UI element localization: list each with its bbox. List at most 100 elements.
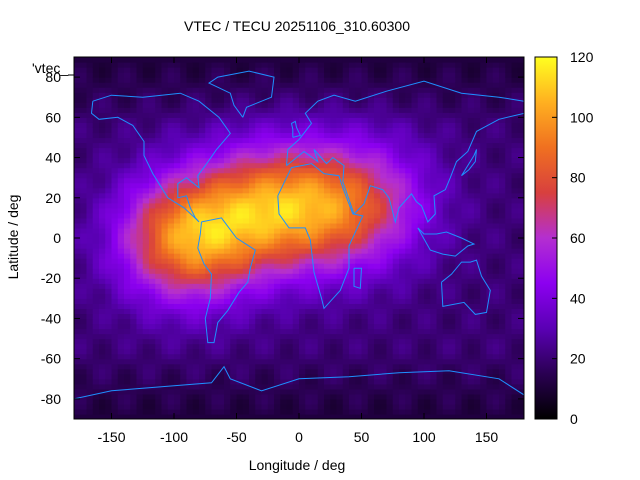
heatmap-cell (499, 333, 506, 340)
heatmap-cell (136, 288, 144, 294)
heatmap-cell (455, 82, 463, 88)
heatmap-cell (224, 238, 231, 244)
heatmap-cell (305, 373, 313, 380)
heatmap-cell (261, 67, 269, 73)
heatmap-cell (249, 318, 256, 325)
heatmap-cell (430, 263, 438, 269)
heatmap-cell (280, 328, 288, 335)
heatmap-cell (455, 157, 463, 164)
heatmap-cell (124, 303, 131, 309)
heatmap-cell (486, 147, 494, 154)
heatmap-cell (74, 142, 81, 149)
heatmap-cell (211, 142, 219, 149)
heatmap-cell (330, 303, 338, 309)
heatmap-cell (455, 358, 463, 365)
heatmap-cell (480, 403, 488, 410)
heatmap-cell (311, 107, 319, 113)
heatmap-cell (105, 127, 113, 134)
heatmap-cell (267, 383, 275, 390)
heatmap-cell (499, 283, 506, 289)
heatmap-cell (349, 313, 356, 320)
heatmap-cell (261, 293, 269, 299)
heatmap-cell (355, 112, 363, 118)
heatmap-cell (324, 182, 331, 189)
heatmap-cell (280, 112, 288, 118)
heatmap-cell (386, 227, 394, 234)
heatmap-cell (361, 92, 369, 98)
heatmap-cell (499, 127, 506, 134)
heatmap-cell (224, 293, 231, 299)
heatmap-cell (230, 212, 238, 219)
heatmap-cell (461, 72, 469, 78)
heatmap-cell (124, 202, 131, 209)
heatmap-cell (136, 227, 144, 234)
heatmap-cell (455, 67, 463, 73)
heatmap-cell (411, 288, 419, 294)
heatmap-cell (486, 172, 494, 179)
heatmap-cell (217, 373, 225, 380)
heatmap-cell (261, 177, 269, 184)
heatmap-cell (242, 348, 250, 355)
heatmap-cell (205, 343, 213, 350)
heatmap-cell (261, 298, 269, 304)
heatmap-cell (149, 227, 156, 234)
heatmap-cell (167, 67, 175, 73)
heatmap-cell (136, 92, 144, 98)
heatmap-cell (130, 192, 138, 199)
heatmap-cell (324, 408, 331, 415)
heatmap-cell (342, 413, 350, 419)
heatmap-cell (455, 268, 463, 274)
heatmap-cell (386, 132, 394, 139)
heatmap-cell (430, 408, 438, 415)
heatmap-cell (99, 328, 106, 335)
heatmap-cell (492, 378, 500, 385)
heatmap-cell (392, 82, 400, 88)
heatmap-cell (117, 258, 125, 264)
heatmap-cell (324, 142, 331, 149)
heatmap-cell (274, 283, 281, 289)
heatmap-cell (180, 62, 188, 68)
heatmap-cell (424, 187, 431, 194)
heatmap-cell (130, 383, 138, 390)
heatmap-cell (392, 87, 400, 93)
heatmap-cell (305, 112, 313, 118)
heatmap-cell (80, 157, 88, 164)
heatmap-cell (480, 248, 488, 254)
heatmap-cell (505, 333, 513, 340)
heatmap-cell (124, 373, 131, 380)
heatmap-cell (117, 298, 125, 304)
heatmap-cell (130, 328, 138, 335)
heatmap-cell (299, 298, 306, 304)
heatmap-cell (455, 373, 463, 380)
heatmap-cell (299, 388, 306, 395)
heatmap-cell (149, 308, 156, 315)
heatmap-cell (355, 217, 363, 224)
heatmap-cell (405, 388, 413, 395)
heatmap-cell (261, 127, 269, 134)
heatmap-cell (305, 82, 313, 88)
heatmap-cell (424, 57, 431, 63)
heatmap-cell (255, 222, 263, 229)
heatmap-cell (455, 207, 463, 214)
heatmap-cell (299, 142, 306, 149)
heatmap-cell (174, 238, 181, 244)
heatmap-cell (286, 172, 294, 179)
heatmap-cell (436, 82, 444, 88)
heatmap-cell (486, 393, 494, 400)
heatmap-cell (124, 333, 131, 340)
heatmap-cell (324, 97, 331, 103)
heatmap-cell (286, 278, 294, 284)
heatmap-cell (136, 127, 144, 134)
heatmap-cell (492, 398, 500, 405)
heatmap-cell (111, 192, 119, 199)
heatmap-cell (111, 122, 119, 128)
heatmap-cell (474, 157, 481, 164)
heatmap-cell (167, 253, 175, 259)
heatmap-cell (242, 132, 250, 139)
heatmap-cell (117, 112, 125, 118)
heatmap-cell (155, 263, 163, 269)
heatmap-cell (74, 408, 81, 415)
heatmap-cell (305, 288, 313, 294)
heatmap-cell (424, 152, 431, 159)
heatmap-cell (274, 303, 281, 309)
